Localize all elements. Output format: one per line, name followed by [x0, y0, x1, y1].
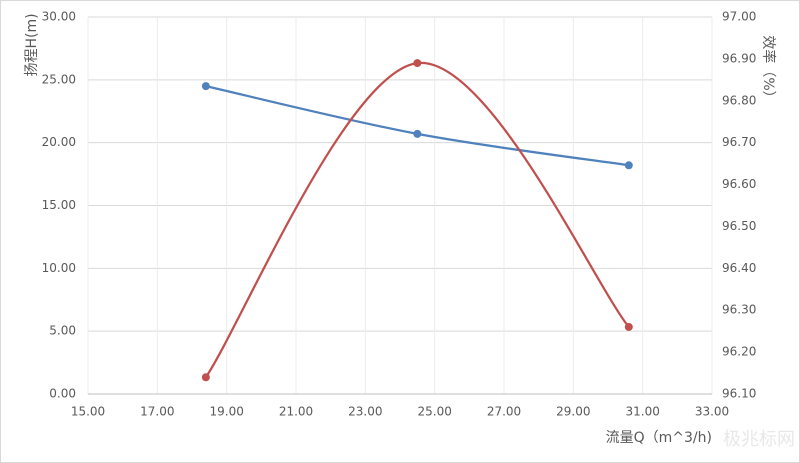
y2-tick-label: 97.00 [722, 10, 756, 24]
y2-tick-label: 96.90 [722, 51, 756, 65]
watermark: 极兆标网 [723, 429, 795, 450]
point [624, 322, 633, 331]
point [201, 82, 210, 91]
y2-tick-label: 96.10 [722, 387, 756, 401]
x-tick-label: 17.00 [140, 405, 174, 419]
x-axis-title: 流量Q（m^3/h) [606, 430, 712, 446]
point [624, 161, 633, 170]
point [413, 129, 422, 138]
x-tick-label: 31.00 [625, 405, 659, 419]
y2-axis-title: 效率（%） [760, 35, 777, 104]
y2-tick-label: 96.40 [722, 261, 756, 275]
y-tick-label: 25.00 [42, 72, 76, 86]
x-tick-label: 15.00 [71, 405, 105, 419]
y2-tick-label: 96.50 [722, 219, 756, 233]
x-tick-label: 23.00 [348, 405, 382, 419]
y-tick-label: 5.00 [49, 324, 76, 338]
y-tick-label: 20.00 [42, 135, 76, 149]
y-axis-title: 扬程H(m) [24, 13, 40, 76]
y2-tick-label: 96.80 [722, 93, 756, 107]
point [201, 373, 210, 382]
y2-tick-label: 96.30 [722, 303, 756, 317]
y2-tick-label: 96.20 [722, 345, 756, 359]
x-tick-label: 21.00 [279, 405, 313, 419]
point [413, 59, 422, 68]
x-tick-label: 27.00 [487, 405, 521, 419]
y2-tick-label: 96.70 [722, 135, 756, 149]
x-tick-label: 33.00 [695, 405, 729, 419]
x-tick-label: 29.00 [556, 405, 590, 419]
y2-tick-label: 96.60 [722, 177, 756, 191]
x-tick-label: 25.00 [417, 405, 451, 419]
y-tick-label: 15.00 [42, 198, 76, 212]
x-tick-label: 19.00 [209, 405, 243, 419]
y-tick-label: 0.00 [49, 387, 76, 401]
y-tick-label: 30.00 [42, 10, 76, 24]
y-tick-label: 10.00 [42, 261, 76, 275]
